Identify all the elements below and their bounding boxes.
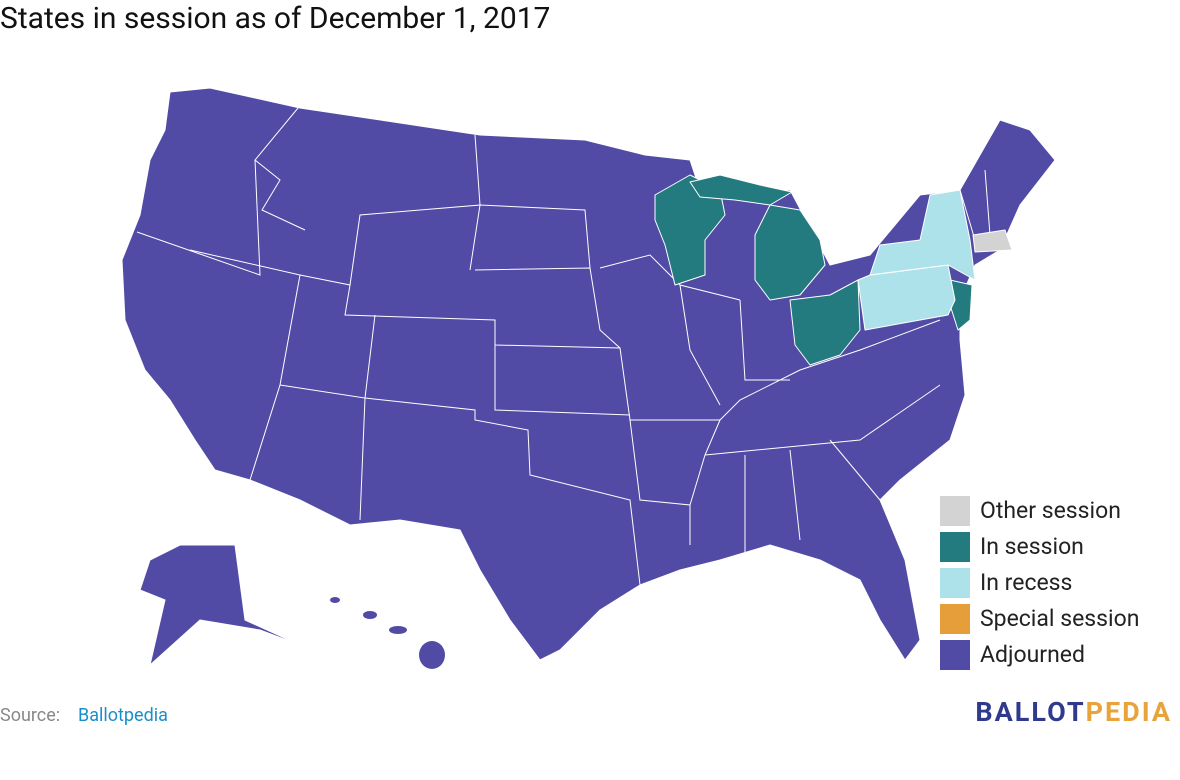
alaska — [139, 544, 301, 666]
state-borders — [136, 107, 991, 586]
other-session-region — [972, 229, 1013, 253]
source-label: Source: — [0, 705, 60, 726]
title: States in session as of December 1, 2017 — [0, 1, 550, 36]
legend: Other session In session In recess Special … — [940, 496, 1139, 670]
island — [389, 626, 407, 634]
source-link[interactable]: Ballotpedia — [78, 705, 168, 726]
in-session-region — [754, 204, 826, 301]
in-recess-region — [869, 189, 976, 281]
hawaii — [330, 597, 445, 669]
in-session-region — [689, 174, 793, 206]
legend-swatch — [940, 604, 970, 634]
map — [121, 87, 1056, 669]
legend-swatch — [940, 532, 970, 562]
island — [419, 641, 445, 669]
legend-label: In recess — [980, 569, 1072, 596]
logo-second: PEDIA — [1086, 696, 1172, 728]
continental-us — [121, 87, 1056, 661]
island — [363, 611, 377, 619]
legend-swatch — [940, 640, 970, 670]
in-session-region — [789, 279, 861, 366]
legend-label: Adjourned — [980, 641, 1085, 668]
legend-label: Other session — [980, 497, 1121, 524]
legend-swatch — [940, 568, 970, 598]
legend-swatch — [940, 496, 970, 526]
legend-label: Special session — [980, 605, 1139, 632]
legend-label: In session — [980, 533, 1084, 560]
island — [330, 597, 340, 603]
logo-first: BALLOT — [975, 696, 1085, 728]
logo: BALLOTPEDIA — [975, 696, 1172, 728]
